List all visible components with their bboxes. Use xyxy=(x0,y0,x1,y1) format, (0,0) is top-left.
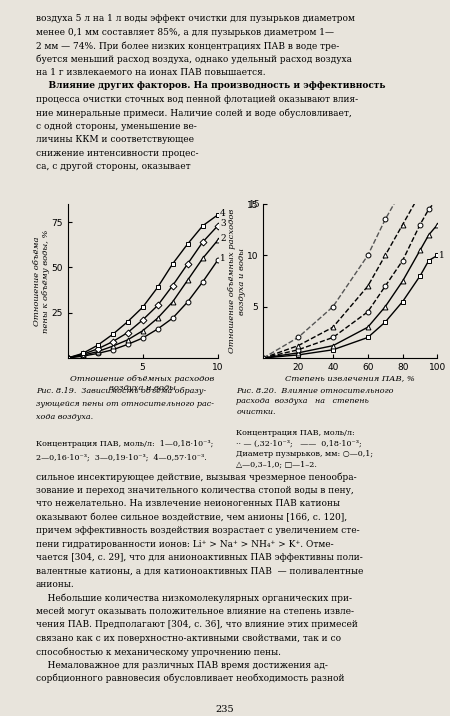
Text: Влияние других факторов. На производность и эффективность: Влияние других факторов. На производност… xyxy=(36,82,386,90)
Text: ние минеральные примеси. Наличие солей и воде обусловливает,: ние минеральные примеси. Наличие солей и… xyxy=(36,108,352,118)
Text: воздуха 5 л на 1 л воды эффект очистки для пузырьков диаметром: воздуха 5 л на 1 л воды эффект очистки д… xyxy=(36,14,355,24)
Text: способностью к механическому упрочнению пены.: способностью к механическому упрочнению … xyxy=(36,647,281,657)
Text: Немаловажное для различных ПАВ время достижения ад-: Немаловажное для различных ПАВ время дос… xyxy=(36,660,328,669)
Text: Небольшие количества низкомолекулярных органических при-: Небольшие количества низкомолекулярных о… xyxy=(36,594,352,603)
Text: Диаметр пузырьков, мм: ○—0,1;: Диаметр пузырьков, мм: ○—0,1; xyxy=(236,450,374,458)
Text: Концентрация ПАВ, моль/л:  1—0,18·10⁻³;: Концентрация ПАВ, моль/л: 1—0,18·10⁻³; xyxy=(36,440,213,448)
Text: 3: 3 xyxy=(220,220,225,228)
Text: хода воздуха.: хода воздуха. xyxy=(36,413,93,422)
Text: 2 мм — 74%. При более низких концентрациях ПАВ в воде тре-: 2 мм — 74%. При более низких концентраци… xyxy=(36,42,339,51)
Text: ·· — (,32·10⁻³;   ——  0,18·10⁻³;: ·· — (,32·10⁻³; —— 0,18·10⁻³; xyxy=(236,440,362,448)
Text: зующейся пены от относительного рас-: зующейся пены от относительного рас- xyxy=(36,400,214,408)
Text: причем эффективность воздействия возрастает с увеличением сте-: причем эффективность воздействия возраст… xyxy=(36,526,360,536)
Text: пени гидратированности ионов: Li⁺ > Na⁺ > NH₄⁺ > K⁺. Отме-: пени гидратированности ионов: Li⁺ > Na⁺ … xyxy=(36,540,333,548)
Text: на 1 г извлекаемого на ионах ПАВ повышается.: на 1 г извлекаемого на ионах ПАВ повышае… xyxy=(36,68,266,77)
Text: сильное инсектирующее действие, вызывая чрезмерное пенообра-: сильное инсектирующее действие, вызывая … xyxy=(36,473,356,482)
Text: 2—0,16·10⁻³;  3—0,19·10⁻³;  4—0,57·10⁻³.: 2—0,16·10⁻³; 3—0,19·10⁻³; 4—0,57·10⁻³. xyxy=(36,454,207,462)
Text: месей могут оказывать положительное влияние на степень извле-: месей могут оказывать положительное влия… xyxy=(36,607,354,616)
Text: Рис. 8.20.  Влияние относительного: Рис. 8.20. Влияние относительного xyxy=(236,387,394,395)
Text: 15: 15 xyxy=(249,200,261,208)
Text: очистки.: очистки. xyxy=(236,408,276,416)
Text: сорбционного равновесия обусловливает необходимость разной: сорбционного равновесия обусловливает не… xyxy=(36,674,345,684)
X-axis label: Отношение объёмных расходов
воздуха и воды: Отношение объёмных расходов воздуха и во… xyxy=(71,374,215,392)
Text: расхода  воздуха   на   степень: расхода воздуха на степень xyxy=(236,397,369,405)
Text: 1: 1 xyxy=(220,254,226,263)
Text: 235: 235 xyxy=(216,705,234,715)
Text: зование и переход значительного количества стопой воды в пену,: зование и переход значительного количест… xyxy=(36,486,354,495)
Text: анионы.: анионы. xyxy=(36,580,75,589)
Text: личины ККМ и соответствующее: личины ККМ и соответствующее xyxy=(36,135,194,144)
Text: са, с другой стороны, оказывает: са, с другой стороны, оказывает xyxy=(36,162,191,171)
Text: что нежелательно. На извлечение неионогенных ПАВ катионы: что нежелательно. На извлечение неионоге… xyxy=(36,500,340,508)
Text: 1: 1 xyxy=(439,251,445,260)
Text: связано как с их поверхностно-активными свойствами, так и со: связано как с их поверхностно-активными … xyxy=(36,634,341,643)
Text: чается [304, с. 29], что для анионоактивных ПАВ эффективны поли-: чается [304, с. 29], что для анионоактив… xyxy=(36,553,363,562)
Text: чения ПАВ. Предполагают [304, с. 36], что влияние этих примесей: чения ПАВ. Предполагают [304, с. 36], чт… xyxy=(36,620,358,629)
Text: менее 0,1 мм составляет 85%, а для пузырьков диаметром 1—: менее 0,1 мм составляет 85%, а для пузыр… xyxy=(36,28,334,37)
Text: оказывают более сильное воздействие, чем анионы [166, с. 120],: оказывают более сильное воздействие, чем… xyxy=(36,513,347,522)
Text: 2: 2 xyxy=(0,715,1,716)
Text: с одной стороны, уменьшение ве-: с одной стороны, уменьшение ве- xyxy=(36,122,197,131)
Text: буется меньший расход воздуха, однако удельный расход воздуха: буется меньший расход воздуха, однако уд… xyxy=(36,54,352,64)
Text: валентные катионы, а для катионоактивных ПАВ  — поливалентные: валентные катионы, а для катионоактивных… xyxy=(36,566,364,576)
X-axis label: Степень извлечения ПАВ, %: Степень извлечения ПАВ, % xyxy=(285,374,415,382)
Y-axis label: Отношение объёма
пены к объёму воды, %: Отношение объёма пены к объёму воды, % xyxy=(32,229,50,333)
Text: Концентрация ПАВ, моль/л:: Концентрация ПАВ, моль/л: xyxy=(236,429,355,437)
Text: 4: 4 xyxy=(220,208,226,218)
Text: процесса очистки сточных вод пенной флотацией оказывают влия-: процесса очистки сточных вод пенной флот… xyxy=(36,95,358,104)
Text: △—0,3–1,0; □—1–2.: △—0,3–1,0; □—1–2. xyxy=(236,461,317,469)
Y-axis label: Отношение объёмных расходов
воздуха и воды: Отношение объёмных расходов воздуха и во… xyxy=(228,209,246,353)
Text: снижение интенсивности процес-: снижение интенсивности процес- xyxy=(36,148,198,158)
Text: Рис. 8.19.  Зависимость объёма образу-: Рис. 8.19. Зависимость объёма образу- xyxy=(36,387,206,395)
Text: 2: 2 xyxy=(220,234,225,243)
